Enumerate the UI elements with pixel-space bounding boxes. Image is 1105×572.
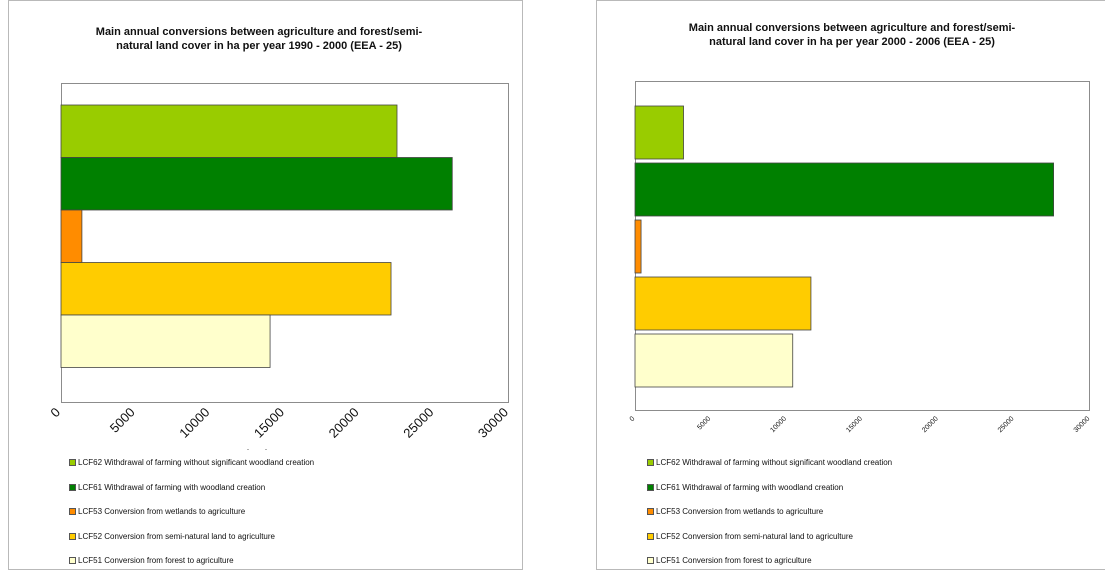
chart-title-line-2: natural land cover in ha per year 1990 -… [116,40,402,52]
legend-item: LCF62 Withdrawal of farming without sign… [69,458,314,467]
legend-swatch [647,483,654,491]
legend-item: LCF51 Conversion from forest to agricult… [647,556,812,565]
x-tick-label: 10000 [176,405,212,441]
chart-title-line-1: Main annual conversions between agricult… [688,22,1016,34]
x-tick-label: 0 [47,405,63,421]
x-tick-label: 25000 [400,405,436,441]
chart-bars-and-axis: 0 5000 10000 15000 20000 25000 30000 [47,104,511,441]
bar-lcf52 [60,262,392,316]
legend-swatch [647,557,654,564]
chart-legend: LCF62 Withdrawal of farming without sign… [69,458,509,570]
bar-lcf51 [60,314,271,368]
x-tick-label: 30000 [475,405,511,441]
chart-title-line-2: natural land cover in ha per year 2000 -… [709,36,995,48]
stray-mark: - [247,447,249,453]
legend-item: LCF51 Conversion from forest to agricult… [69,556,234,565]
x-tick-label: 10000 [769,415,788,434]
legend-item: LCF52 Conversion from semi-natural land … [647,532,853,541]
bar-lcf61 [634,162,1055,217]
legend-swatch [69,483,76,491]
x-tick-label: 25000 [997,415,1016,434]
bar-lcf51 [634,333,794,388]
legend-item: LCF61 Withdrawal of farming with woodlan… [647,483,843,492]
x-tick-label: 0 [629,415,637,423]
x-tick-label: 20000 [326,405,362,441]
bar-lcf61 [60,157,453,211]
bar-lcf53 [60,209,83,263]
chart-panel-1990-2000: Main annual conversions between agricult… [8,0,523,570]
legend-swatch [647,532,654,540]
legend-label: LCF51 Conversion from forest to agricult… [656,556,812,565]
legend-swatch [69,508,76,515]
legend-label: LCF61 Withdrawal of farming with woodlan… [656,482,844,492]
legend-swatch [69,557,76,564]
legend-swatch [647,459,654,466]
legend-label: LCF53 Conversion from wetlands to agricu… [656,507,824,516]
bar-lcf62 [634,105,684,160]
legend-item: LCF62 Withdrawal of farming without sign… [647,458,892,467]
stray-mark: - [265,447,267,453]
bar-lcf53 [634,219,642,274]
legend-item: LCF53 Conversion from wetlands to agricu… [647,507,823,516]
chart-panel-2000-2006: Main annual conversions between agricult… [596,0,1105,570]
chart-title: Main annual conversions between agricult… [637,21,1067,49]
legend-item: LCF61 Withdrawal of farming with woodlan… [69,483,265,492]
chart-title-line-1: Main annual conversions between agricult… [95,26,423,38]
legend-label: LCF62 Withdrawal of farming without sign… [78,458,315,467]
x-tick-label: 5000 [696,415,712,431]
legend-swatch [69,532,76,540]
legend-label: LCF62 Withdrawal of farming without sign… [656,458,893,467]
legend-label: LCF61 Withdrawal of farming with woodlan… [78,482,266,492]
x-tick-label: 30000 [1073,415,1092,434]
x-tick-label: 15000 [845,415,864,434]
legend-item: LCF52 Conversion from semi-natural land … [69,532,275,541]
legend-swatch [69,459,76,466]
x-tick-label: 20000 [921,415,940,434]
legend-item: LCF53 Conversion from wetlands to agricu… [69,507,245,516]
legend-label: LCF52 Conversion from semi-natural land … [78,531,275,541]
legend-label: LCF53 Conversion from wetlands to agricu… [78,507,246,516]
bar-lcf62 [60,104,398,158]
legend-label: LCF52 Conversion from semi-natural land … [656,531,853,541]
x-tick-label: 15000 [251,405,287,441]
chart-legend: LCF62 Withdrawal of farming without sign… [647,458,1087,570]
chart-title: Main annual conversions between agricult… [49,25,469,53]
chart-bars-and-axis: 0 5000 10000 15000 20000 25000 30000 [629,105,1092,434]
bar-lcf52 [634,276,812,331]
x-tick-label: 5000 [107,405,138,436]
legend-label: LCF51 Conversion from forest to agricult… [78,556,234,565]
legend-swatch [647,508,654,515]
